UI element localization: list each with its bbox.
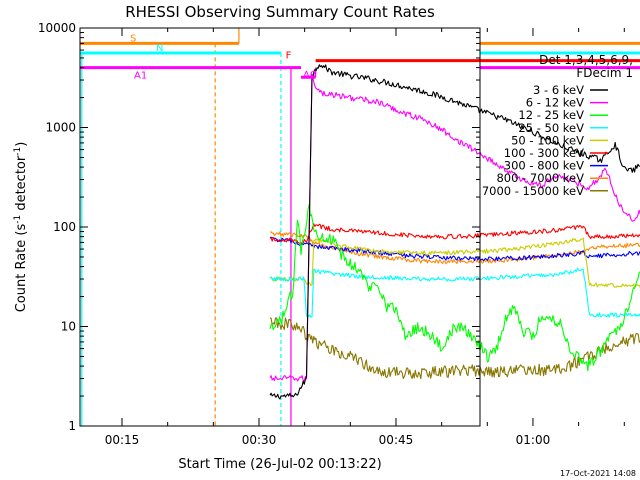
series-line-3-6keV — [269, 64, 640, 400]
x-tick-label: 00:30 — [242, 433, 277, 447]
series-line-50-100keV — [269, 237, 640, 288]
series-line-800-7000keV — [269, 231, 640, 265]
x-tick-label: 00:15 — [105, 433, 140, 447]
y-tick-label: 10000 — [38, 21, 76, 35]
legend-title-line-1: Det 1,3,4,5,6,9, — [539, 53, 633, 67]
series-line-12-25keV — [269, 203, 640, 372]
series-line-6-12keV — [269, 73, 640, 382]
x-tick-label: 01:00 — [516, 433, 551, 447]
legend-label: 3 - 6 keV — [533, 83, 584, 97]
series-layer — [269, 64, 640, 400]
flag-label-S: S — [130, 33, 136, 44]
y-tick-label: 10 — [61, 320, 76, 334]
legend-label: 6 - 12 keV — [526, 96, 584, 110]
axes: 11010010001000000:1500:3000:4501:0001:15… — [38, 21, 625, 447]
series-line-25-50keV — [269, 267, 640, 318]
series-line-7000-15000keV — [269, 317, 640, 380]
x-axis-label: Start Time (26-Jul-02 00:13:22) — [178, 457, 381, 472]
flag-label-N: N — [156, 43, 163, 54]
plot-area — [81, 28, 317, 426]
y-tick-label: 100 — [53, 220, 76, 234]
flag-label-F: F — [286, 51, 292, 62]
legend-title-line-2: FDecim 1 — [576, 66, 633, 80]
legend-label: 25 - 50 keV — [518, 121, 584, 135]
legend-label: 50 - 100 keV — [511, 133, 584, 147]
timestamp: 17-Oct-2021 14:08 — [560, 469, 636, 478]
x-tick-label: 00:45 — [379, 433, 414, 447]
legend-label: 7000 - 15000 keV — [482, 184, 584, 198]
series-line-100-300keV — [269, 223, 640, 244]
y-axis-label: Count Rate (s-1 detector-1) — [13, 142, 29, 313]
legend-label: 12 - 25 keV — [518, 108, 584, 122]
y-tick-label: 1000 — [45, 121, 76, 135]
legend-label: 800 - 7000 keV — [496, 171, 584, 185]
legend-label: 100 - 300 keV — [504, 146, 584, 160]
y-tick-label: 1 — [68, 419, 76, 433]
chart-title: RHESSI Observing Summary Count Rates — [125, 3, 435, 21]
flag-label-A1: A1 — [134, 71, 147, 82]
attenuator-flags: S N F A1 A0 — [80, 33, 640, 82]
series-line-300-800keV — [269, 236, 640, 262]
legend-label: 300 - 800 keV — [504, 159, 584, 173]
flag-label-A0: A0 — [303, 70, 316, 81]
